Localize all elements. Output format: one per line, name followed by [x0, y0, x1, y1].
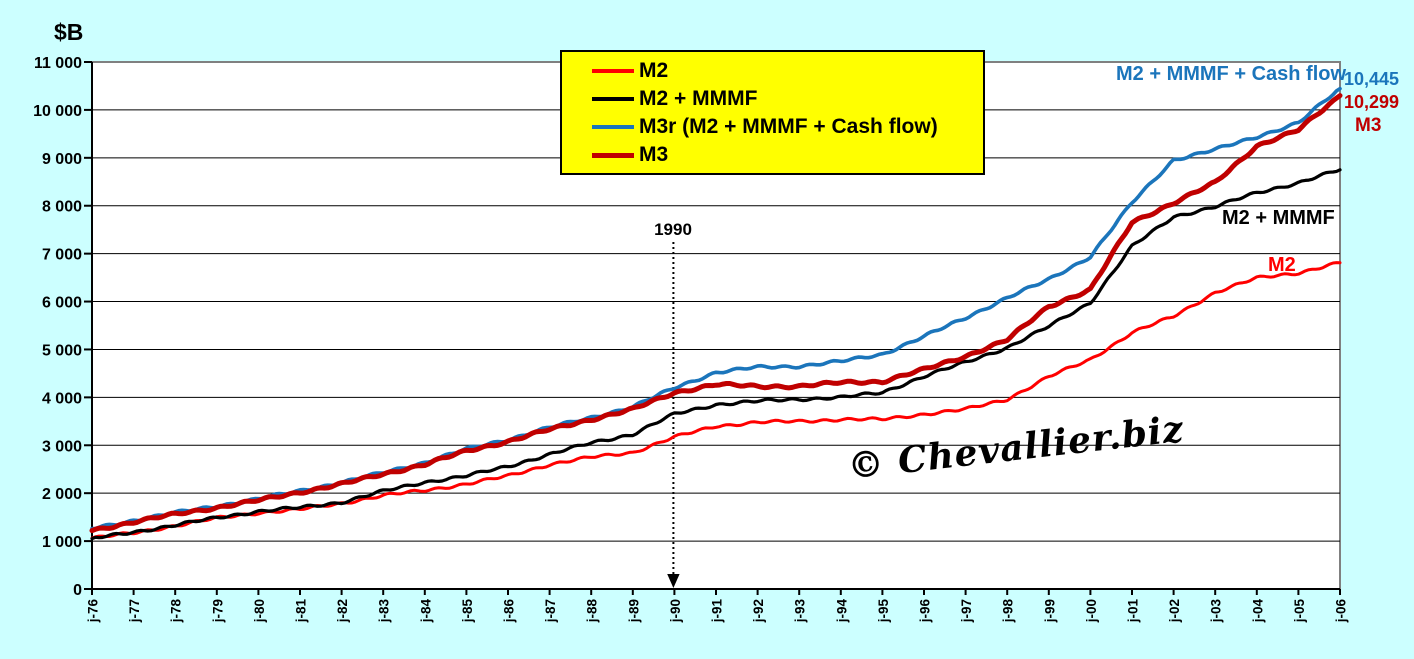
- x-tick-label: j-80: [252, 599, 267, 623]
- x-tick-label: j-00: [1084, 599, 1099, 623]
- x-tick-label: j-91: [710, 599, 725, 624]
- legend-item: M2: [592, 57, 983, 85]
- x-tick-label: j-84: [418, 599, 433, 624]
- legend-line-swatch: [592, 97, 634, 101]
- year-1990-arrow: [667, 242, 680, 588]
- y-tick-label: 6 000: [42, 295, 82, 312]
- y-tick-label: 9 000: [42, 151, 82, 168]
- x-tick-label: j-95: [876, 599, 891, 624]
- y-tick-label: 0: [73, 582, 82, 599]
- axis-labels: 0 1 000 2 000 3 000 4 000 5 000 6 000 7 000 8 00…: [33, 55, 1348, 623]
- axes: [84, 61, 1341, 595]
- legend-line-swatch: [592, 69, 634, 73]
- series-line-m3: [89, 93, 1343, 534]
- legend-item-label: M3: [639, 143, 669, 166]
- x-tick-label: j-96: [918, 599, 933, 624]
- legend-item-label: M2 + MMMF: [639, 87, 758, 110]
- m2-series-label: M2: [1268, 254, 1296, 276]
- x-tick-label: j-89: [626, 599, 641, 623]
- series-line-m2-mmmf: [90, 168, 1342, 541]
- x-tick-label: j-77: [127, 599, 142, 623]
- series-line-m3r-m2-mmmf-cash-flow: [90, 86, 1342, 531]
- x-tick-label: j-97: [959, 599, 974, 623]
- data-series: [89, 86, 1343, 541]
- y-axis-unit-label: $B: [54, 19, 84, 45]
- y-tick-label: 7 000: [42, 247, 82, 264]
- x-tick-label: j-99: [1042, 599, 1057, 623]
- year-1990-label: 1990: [654, 220, 692, 239]
- series-line-m2: [90, 261, 1342, 540]
- blue-line-end-label: M2 + MMMF + Cash flow: [1116, 63, 1347, 85]
- m2-mmmf-series-label: M2 + MMMF: [1222, 207, 1335, 229]
- m3-series-label: M3: [1355, 115, 1382, 136]
- x-tick-label: j-79: [210, 599, 225, 623]
- x-tick-label: j-76: [86, 599, 101, 624]
- x-tick-label: j-78: [169, 599, 184, 624]
- arrowhead-down-icon: [667, 574, 680, 588]
- legend-line-swatch: [592, 152, 634, 158]
- m3-end-value-label: 10,299: [1344, 92, 1400, 112]
- blue-end-value-label: 10,445: [1344, 69, 1400, 89]
- x-tick-label: j-01: [1126, 599, 1141, 624]
- x-tick-label: j-81: [294, 599, 309, 624]
- x-tick-label: j-05: [1292, 599, 1307, 624]
- x-tick-label: j-03: [1209, 599, 1224, 624]
- x-tick-label: j-86: [502, 599, 517, 624]
- x-tick-label: j-88: [585, 599, 600, 624]
- x-tick-label: j-93: [793, 599, 808, 624]
- x-tick-label: j-82: [335, 599, 350, 623]
- y-tick-label: 11 000: [34, 55, 82, 72]
- x-tick-label: j-06: [1334, 599, 1349, 624]
- x-tick-label: j-04: [1250, 599, 1265, 624]
- y-tick-label: 1 000: [42, 534, 82, 551]
- x-tick-label: j-85: [460, 599, 475, 624]
- x-tick-label: j-87: [543, 599, 558, 623]
- y-tick-label: 3 000: [42, 438, 82, 455]
- x-tick-label: j-90: [668, 599, 683, 623]
- y-tick-label: 10 000: [33, 103, 82, 120]
- legend-line-swatch: [592, 125, 634, 129]
- x-tick-label: j-83: [377, 599, 392, 624]
- y-tick-label: 8 000: [42, 199, 82, 216]
- x-tick-label: j-92: [751, 599, 766, 623]
- x-tick-label: j-98: [1001, 599, 1016, 624]
- legend-item: M3: [592, 141, 983, 169]
- legend-item-label: M2: [639, 59, 669, 82]
- x-tick-label: j-02: [1167, 599, 1182, 623]
- legend-item-label: M3r (M2 + MMMF + Cash flow): [639, 115, 938, 138]
- legend-item: M3r (M2 + MMMF + Cash flow): [592, 113, 983, 141]
- y-tick-label: 4 000: [42, 390, 82, 407]
- y-tick-label: 5 000: [42, 342, 82, 359]
- legend: M2 M2 + MMMF M3r (M2 + MMMF + Cash flow) M3: [560, 50, 985, 175]
- legend-item: M2 + MMMF: [592, 85, 983, 113]
- y-tick-label: 2 000: [42, 486, 82, 503]
- x-tick-label: j-94: [834, 599, 849, 624]
